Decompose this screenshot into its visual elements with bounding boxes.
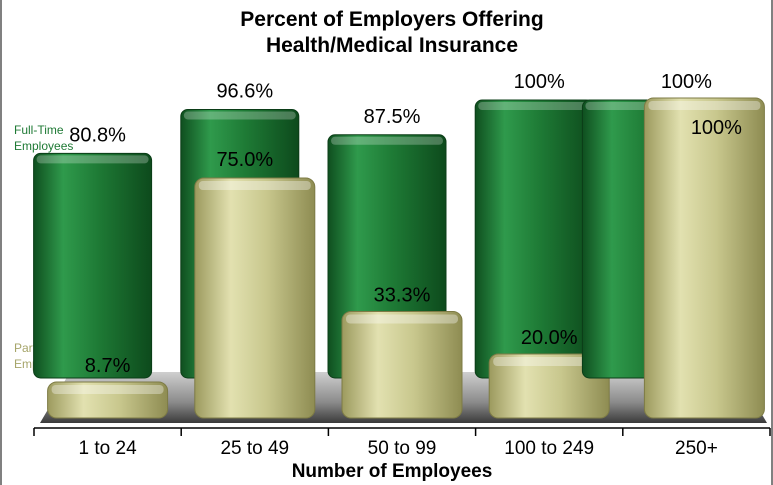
bar-parttime-100-to-249 [488,353,610,419]
label-parttime-50-to-99: 33.3% [374,284,431,306]
bar-parttime-highlight [648,101,761,110]
bar-parttime-50-to-99 [341,310,463,419]
label-fulltime-25-to-49: 96.6% [216,80,273,102]
tick-label-100-to-249: 100 to 249 [504,438,594,459]
bar-parttime-25-to-49 [194,177,316,419]
bar-fulltime-highlight [331,136,443,145]
x-axis-title: Number of Employees [292,461,493,482]
legend-fulltime-line1: Full-Time [14,123,64,137]
chart-title-line1: Percent of Employers Offering [240,8,543,31]
bar-fulltime-highlight [478,102,591,110]
bar-parttime-highlight [198,181,311,190]
bar-fulltime-highlight [36,155,149,164]
tick-label-50-to-99: 50 to 99 [368,438,437,459]
bar-parttime-highlight [346,314,458,324]
label-fulltime-100-to-249: 100% [514,71,565,93]
label-parttime-1-to-24: 8.7% [85,355,131,377]
tick-label-250: 250+ [675,438,718,459]
chart-title-line2: Health/Medical Insurance [266,34,518,57]
bar-parttime-250 [643,97,765,419]
tick-label-1-to-24: 1 to 24 [79,438,138,459]
bar-fulltime-highlight [183,111,296,120]
bar-parttime-1-to-24 [47,381,169,419]
bar-parttime-highlight [493,357,606,366]
legend-fulltime-line2: Employees [14,139,73,153]
label-fulltime-250: 100% [661,71,712,93]
label-fulltime-1-to-24: 80.8% [69,124,126,146]
label-parttime-100-to-249: 20.0% [521,327,578,349]
label-fulltime-50-to-99: 87.5% [364,106,421,128]
label-parttime-250: 100% [691,117,742,139]
label-parttime-25-to-49: 75.0% [216,149,273,171]
bar-parttime-highlight [51,385,164,394]
x-axis-ticks: 1 to 24 25 to 49 50 to 99 100 to 249 250+ [33,428,771,459]
tick-label-25-to-49: 25 to 49 [220,438,289,459]
bars-group: 80.8% 8.7% 96.6% 75.0% 87.5% 33.3% 100% 20.0% 10… [33,71,765,419]
bar-fulltime-1-to-24 [33,152,153,379]
